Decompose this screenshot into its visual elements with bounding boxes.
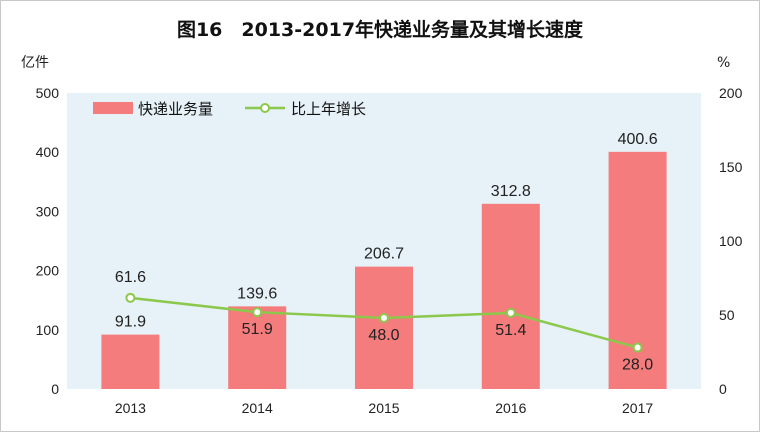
left-tick-label: 400 [36,144,60,160]
right-tick-label: 150 [719,159,743,175]
bar-2014 [228,306,287,389]
growth-point-2016 [505,307,516,318]
bar-2015 [355,266,413,389]
growth-point-2017 [632,342,643,353]
x-tick-label: 2015 [368,400,399,416]
x-axis-ticks: 2013 2014 2015 2016 2017 [115,400,654,416]
x-tick-label: 2013 [115,400,146,416]
right-tick-label: 200 [719,85,743,101]
bar-value-label: 206.7 [364,246,404,263]
bar-value-label: 139.6 [237,285,277,302]
x-tick-label: 2016 [495,400,526,416]
chart-title: 图16 2013-2017年快递业务量及其增长速度 [176,19,584,41]
x-tick-label: 2014 [242,400,273,416]
growth-point-2014 [252,307,263,318]
x-tick-label: 2017 [622,400,653,416]
bar-2013 [101,334,160,389]
growth-value-label: 61.6 [115,269,146,286]
legend-swatch-bar [93,102,133,114]
left-tick-label: 500 [36,85,60,101]
bar-value-label: 312.8 [491,183,531,200]
legend-label-bar: 快递业务量 [138,100,213,118]
right-axis-ticks: 0 50 100 150 200 [719,85,743,397]
left-tick-label: 300 [36,203,60,219]
bar-value-label: 400.6 [618,131,658,148]
left-tick-label: 0 [51,381,59,397]
bar-2016 [481,203,540,389]
bar-series: 91.9 139.6 206.7 312.8 400.6 [101,131,667,389]
legend: 快递业务量 比上年增长 [93,100,366,118]
growth-value-label: 48.0 [368,327,399,344]
right-axis-unit: % [717,55,730,71]
left-axis-unit: 亿件 [21,55,49,71]
right-tick-label: 100 [719,233,743,249]
left-tick-label: 100 [36,322,60,338]
bar-2017 [608,151,667,389]
legend-marker-line [260,103,270,113]
bar-value-label: 91.9 [115,314,146,331]
growth-point-2013 [125,292,136,303]
growth-value-label: 51.9 [242,321,273,338]
growth-value-label: 28.0 [622,357,653,374]
legend-label-line: 比上年增长 [291,100,366,118]
right-tick-label: 0 [719,381,727,397]
left-tick-label: 200 [36,263,60,279]
growth-value-label: 51.4 [495,322,526,339]
line-series: 61.6 51.9 48.0 51.4 28.0 [115,269,653,374]
left-axis-ticks: 0 100 200 300 400 500 [36,85,60,397]
growth-point-2015 [379,312,389,323]
right-tick-label: 50 [719,307,735,323]
